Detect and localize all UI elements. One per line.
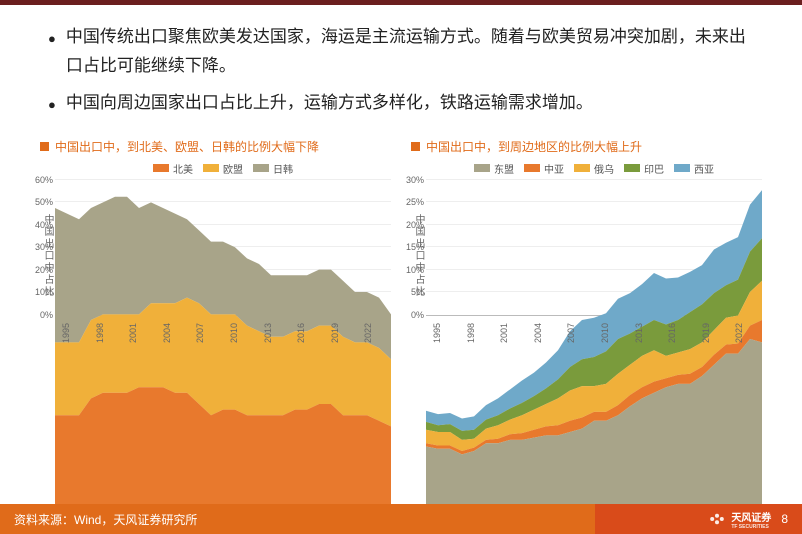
page-number: 8 xyxy=(781,512,788,526)
legend-item: 北美 xyxy=(153,161,193,176)
legend-item: 西亚 xyxy=(674,161,714,176)
legend-item: 俄乌 xyxy=(574,161,614,176)
chart-right: 中国出口中，到周边地区的比例大幅上升 中国出口中占比 东盟中亚俄乌印巴西亚 0%… xyxy=(411,138,762,351)
footer-bar: 资料来源：Wind，天风证券研究所 天风证券 TF SECURITIES 8 xyxy=(0,504,802,534)
chart-right-plot: 0%5%10%15%20%25%30% xyxy=(426,180,762,316)
footer-right: 天风证券 TF SECURITIES 8 xyxy=(595,504,802,534)
chart-right-legend: 东盟中亚俄乌印巴西亚 xyxy=(426,161,762,176)
logo-icon xyxy=(709,511,725,527)
bullet-1: 中国传统出口聚焦欧美发达国家，海运是主流运输方式。随着与欧美贸易冲突加剧，未来出… xyxy=(48,23,754,81)
charts-row: 中国出口中，到北美、欧盟、日韩的比例大幅下降 中国出口中占比 北美欧盟日韩 0%… xyxy=(0,126,802,351)
chart-left-legend: 北美欧盟日韩 xyxy=(55,161,391,176)
content-area: 中国传统出口聚焦欧美发达国家，海运是主流运输方式。随着与欧美贸易冲突加剧，未来出… xyxy=(0,5,802,118)
bullet-2-text: 中国向周边国家出口占比上升，运输方式多样化，铁路运输需求增加。 xyxy=(66,89,593,118)
brand-name: 天风证券 xyxy=(731,509,771,524)
legend-item: 日韩 xyxy=(253,161,293,176)
footer-source: 资料来源：Wind，天风证券研究所 xyxy=(0,504,595,534)
chart-left-plot: 0%10%20%30%40%50%60% xyxy=(55,180,391,316)
legend-item: 中亚 xyxy=(524,161,564,176)
chart-left-title: 中国出口中，到北美、欧盟、日韩的比例大幅下降 xyxy=(40,138,391,155)
legend-item: 欧盟 xyxy=(203,161,243,176)
legend-item: 东盟 xyxy=(474,161,514,176)
brand-logo: 天风证券 TF SECURITIES xyxy=(709,509,771,530)
bullet-1-text: 中国传统出口聚焦欧美发达国家，海运是主流运输方式。随着与欧美贸易冲突加剧，未来出… xyxy=(66,23,754,81)
chart-left: 中国出口中，到北美、欧盟、日韩的比例大幅下降 中国出口中占比 北美欧盟日韩 0%… xyxy=(40,138,391,351)
brand-sub: TF SECURITIES xyxy=(731,524,771,530)
legend-item: 印巴 xyxy=(624,161,664,176)
bullet-2: 中国向周边国家出口占比上升，运输方式多样化，铁路运输需求增加。 xyxy=(48,89,754,118)
chart-right-title: 中国出口中，到周边地区的比例大幅上升 xyxy=(411,138,762,155)
